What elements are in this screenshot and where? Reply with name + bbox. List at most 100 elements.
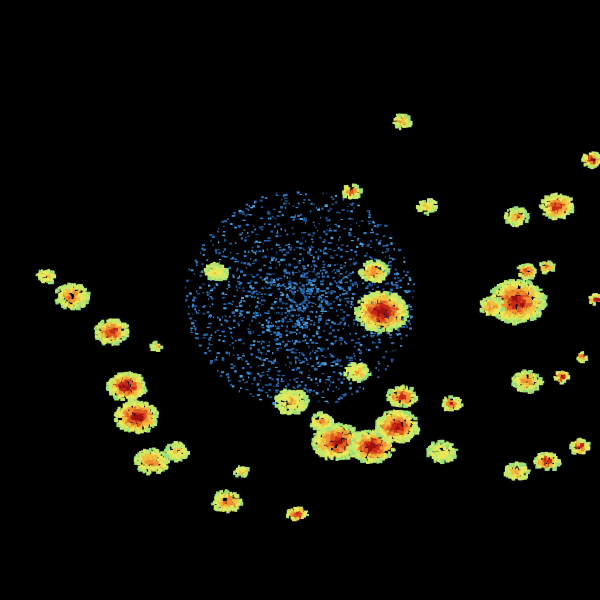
speckle: [199, 274, 203, 277]
echo-pixel: [355, 439, 359, 443]
speckle: [271, 378, 274, 381]
speckle: [313, 269, 315, 271]
speckle: [266, 350, 269, 352]
speckle: [303, 269, 305, 271]
speckle: [289, 361, 292, 364]
speckle: [290, 314, 292, 317]
speckle: [403, 260, 406, 263]
speckle: [223, 248, 227, 251]
speckle: [210, 279, 212, 281]
speckle: [230, 223, 233, 226]
echo-pixel: [112, 323, 116, 327]
speckle: [304, 326, 309, 329]
echo-pixel: [359, 364, 362, 369]
echo-pixel: [362, 448, 366, 452]
speckle: [320, 362, 324, 365]
echo-pixel: [382, 432, 388, 436]
speckle: [265, 276, 268, 279]
speckle: [280, 307, 283, 310]
speckle: [311, 271, 315, 273]
speckle: [310, 280, 314, 282]
speckle: [298, 352, 301, 354]
echo-pixel: [367, 317, 372, 322]
echo-pixel: [306, 399, 311, 402]
echo-pixel: [295, 408, 299, 412]
echo-pixel: [397, 323, 400, 327]
echo-pixel: [398, 404, 403, 408]
speckle: [296, 308, 300, 311]
echo-pixel: [412, 391, 416, 396]
echo-pixel: [403, 424, 407, 428]
echo-pixel: [150, 460, 154, 463]
echo-pixel: [117, 387, 122, 392]
speckle: [258, 357, 262, 360]
speckle: [351, 202, 355, 205]
speckle: [301, 317, 303, 319]
speckle: [233, 276, 235, 279]
speckle: [222, 296, 225, 299]
echo-pixel: [100, 327, 105, 331]
echo-pixel: [400, 310, 406, 313]
speckle: [330, 236, 334, 240]
echo-pixel: [376, 303, 381, 308]
echo-pixel: [55, 289, 59, 294]
echo-pixel: [133, 421, 137, 425]
speckle: [395, 281, 398, 284]
echo-pixel: [131, 377, 136, 381]
echo-pixel: [121, 385, 126, 388]
speckle: [342, 311, 346, 313]
speckle: [278, 370, 281, 373]
speckle: [268, 330, 271, 333]
speckle: [276, 232, 279, 234]
speckle: [405, 274, 408, 277]
speckle: [267, 217, 270, 220]
speckle: [312, 232, 316, 235]
speckle: [373, 224, 376, 227]
speckle: [309, 353, 311, 356]
speckle: [286, 325, 288, 328]
speckle: [261, 196, 264, 199]
speckle: [221, 358, 225, 361]
speckle: [352, 271, 355, 274]
echo-pixel: [374, 429, 378, 433]
speckle: [260, 342, 263, 345]
speckle: [208, 342, 210, 345]
speckle: [298, 359, 301, 361]
speckle: [290, 351, 295, 354]
speckle: [304, 384, 307, 387]
echo-pixel: [73, 291, 78, 295]
speckle: [301, 288, 304, 291]
speckle: [268, 294, 272, 297]
speckle: [353, 353, 355, 355]
speckle: [363, 232, 367, 235]
echo-pixel: [352, 188, 357, 193]
speckle: [377, 334, 381, 336]
speckle: [276, 320, 279, 323]
speckle: [277, 373, 279, 376]
speckle: [316, 362, 320, 365]
echo-pixel: [365, 306, 370, 310]
echo-pixel: [137, 405, 143, 409]
speckle: [265, 280, 268, 284]
echo-pixel: [133, 377, 139, 382]
speckle: [284, 229, 286, 232]
speckle: [254, 228, 257, 231]
echo-pixel: [403, 429, 407, 433]
speckle: [212, 234, 214, 237]
speckle: [333, 360, 336, 362]
speckle: [324, 204, 328, 208]
speckle: [288, 263, 292, 266]
echo-pixel: [387, 390, 390, 393]
echo-pixel: [385, 312, 388, 315]
echo-pixel: [366, 434, 371, 439]
echo-pixel: [415, 427, 420, 432]
speckle: [330, 325, 332, 328]
echo-pixel: [58, 292, 62, 297]
echo-pixel: [115, 418, 119, 423]
speckle: [351, 202, 353, 205]
speckle: [324, 310, 327, 313]
speckle: [314, 367, 316, 370]
speckle: [412, 283, 416, 286]
speckle: [302, 305, 305, 307]
speckle: [201, 263, 204, 266]
